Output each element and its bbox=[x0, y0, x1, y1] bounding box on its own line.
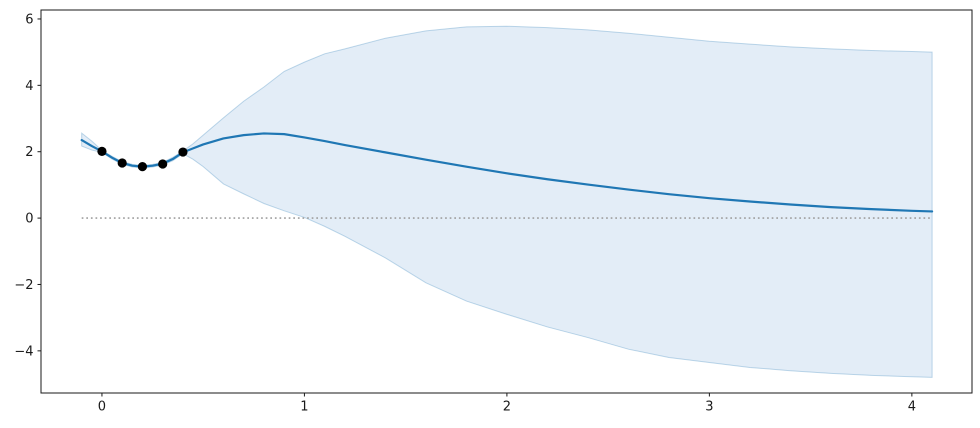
x-tick-label: 4 bbox=[908, 400, 916, 415]
observation-point bbox=[137, 162, 148, 172]
y-tick-label: 0 bbox=[25, 212, 33, 227]
observation-point bbox=[117, 158, 127, 168]
observation-point bbox=[158, 159, 168, 169]
x-tick-label: 1 bbox=[300, 400, 308, 415]
y-tick-label: −2 bbox=[14, 278, 33, 293]
confidence-band bbox=[81, 25, 933, 378]
observation-point bbox=[178, 147, 188, 157]
y-tick-label: 4 bbox=[25, 79, 33, 94]
x-tick-label: 2 bbox=[503, 400, 511, 415]
x-tick-label: 3 bbox=[705, 400, 713, 415]
y-tick-label: 2 bbox=[25, 145, 33, 160]
x-tick-label: 0 bbox=[98, 400, 106, 415]
y-tick-label: −4 bbox=[14, 344, 33, 359]
observation-point bbox=[97, 146, 107, 156]
y-tick-label: 6 bbox=[25, 12, 33, 27]
